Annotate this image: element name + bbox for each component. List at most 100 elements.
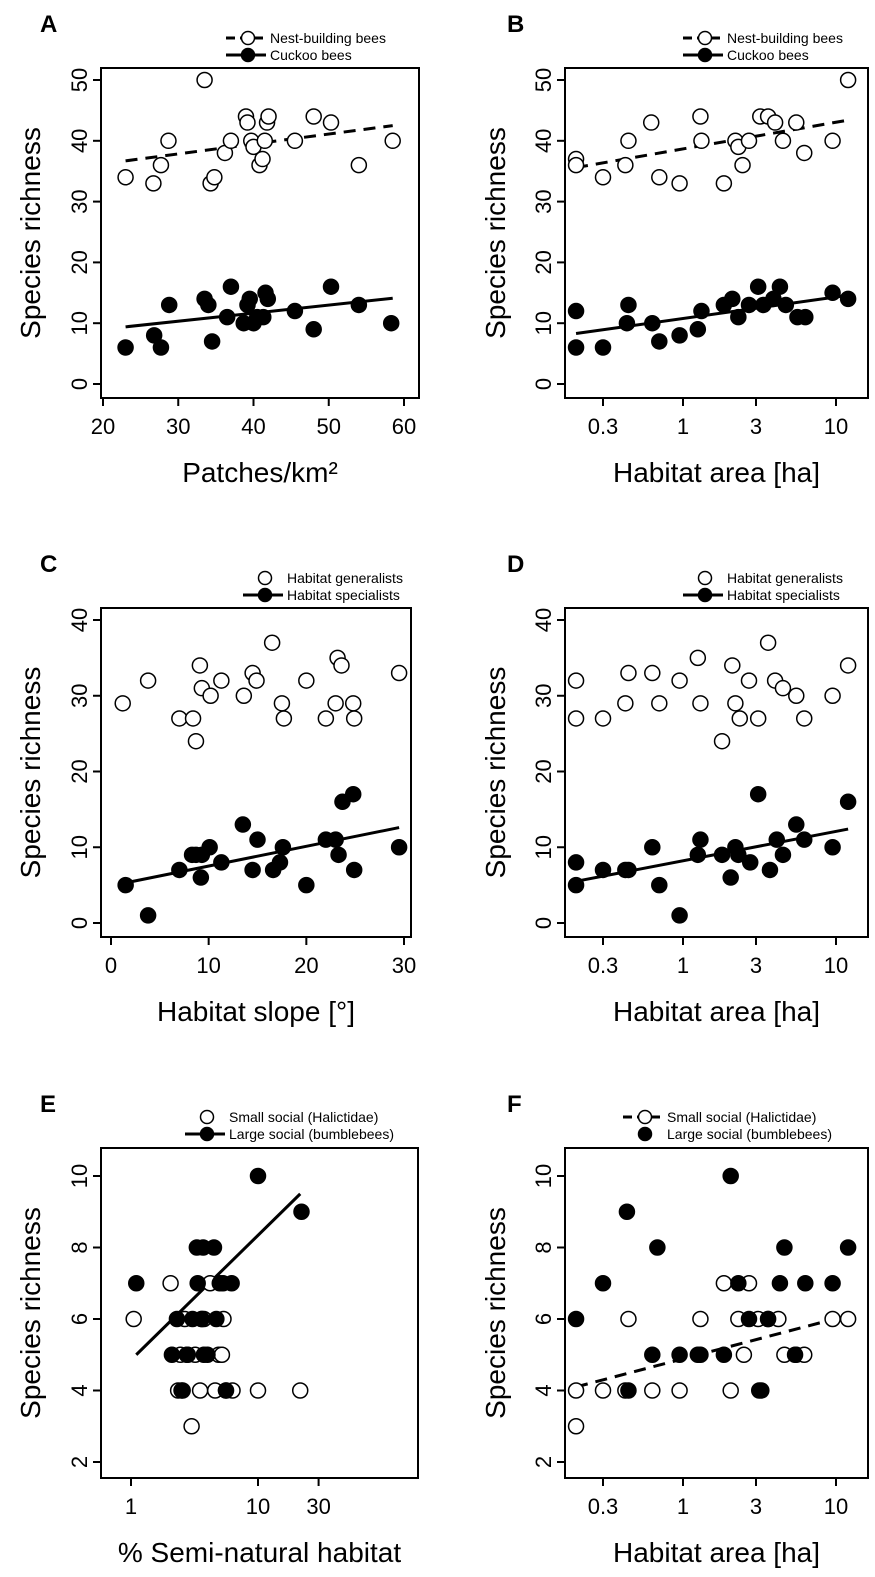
y-tick-label: 4 xyxy=(67,1384,92,1396)
data-point-filled xyxy=(649,1239,666,1256)
data-point-open xyxy=(567,1382,585,1399)
x-axis-title: Patches/km² xyxy=(182,457,338,488)
data-point-filled xyxy=(327,831,344,848)
data-point-open xyxy=(651,695,668,712)
data-point-filled xyxy=(330,846,347,864)
data-point-open xyxy=(651,169,668,186)
y-tick-label: 0 xyxy=(531,378,556,390)
data-point-open xyxy=(774,132,792,150)
plot-frame xyxy=(564,607,869,938)
data-point-filled xyxy=(189,1275,206,1292)
data-point-open xyxy=(671,175,688,192)
data-point-filled xyxy=(213,854,230,871)
data-point-filled xyxy=(217,1382,235,1399)
data-point-filled xyxy=(567,339,585,356)
data-point-filled xyxy=(797,308,814,326)
data-point-filled xyxy=(168,1310,186,1328)
data-point-filled xyxy=(722,869,739,886)
legend-marker xyxy=(637,1109,653,1125)
y-tick-label: 10 xyxy=(531,1164,556,1188)
legend-label: Cuckoo bees xyxy=(727,47,809,63)
data-point-filled xyxy=(594,861,612,879)
data-point-filled xyxy=(199,1346,216,1363)
x-tick-label: 1 xyxy=(677,1494,689,1519)
x-tick-label: 30 xyxy=(166,414,190,439)
legend-label: Habitat generalists xyxy=(287,570,403,586)
y-tick-label: 40 xyxy=(67,129,92,153)
data-point-filled xyxy=(824,1275,841,1292)
data-point-filled xyxy=(234,816,252,833)
data-point-filled xyxy=(774,846,792,864)
data-point-filled xyxy=(724,290,741,308)
data-point-filled xyxy=(795,831,813,848)
data-point-filled xyxy=(671,327,688,344)
data-point-open xyxy=(824,687,841,704)
data-point-filled xyxy=(160,296,178,314)
data-point-open xyxy=(273,695,291,712)
data-point-filled xyxy=(693,302,710,320)
x-axis-title: Habitat area [ha] xyxy=(613,996,820,1027)
data-point-open xyxy=(759,634,777,651)
data-point-open xyxy=(171,710,188,727)
data-point-open xyxy=(671,672,688,689)
data-point-open xyxy=(715,1275,733,1292)
data-point-filled xyxy=(776,1239,793,1256)
data-point-filled xyxy=(128,1275,145,1292)
data-point-open xyxy=(202,687,219,704)
x-tick-label: 20 xyxy=(294,953,318,978)
y-tick-label: 20 xyxy=(67,759,92,783)
plot-frame xyxy=(564,1147,869,1479)
x-axis-title: % Semi-natural habitat xyxy=(118,1537,401,1568)
y-tick-label: 40 xyxy=(531,129,556,153)
legend-marker xyxy=(199,1109,215,1125)
data-point-open xyxy=(213,672,230,689)
legend-marker xyxy=(257,570,273,586)
legend-label: Nest-building bees xyxy=(727,30,843,46)
data-point-open xyxy=(824,1310,841,1328)
y-axis-title: Species richness xyxy=(15,127,46,339)
data-point-filled xyxy=(173,1382,190,1399)
data-point-filled xyxy=(740,296,758,314)
x-tick-label: 3 xyxy=(750,1494,762,1519)
legend-label: Habitat specialists xyxy=(287,587,400,603)
legend-marker xyxy=(697,570,713,586)
x-tick-label: 30 xyxy=(306,1494,330,1519)
data-point-open xyxy=(839,71,857,89)
panel-letter: B xyxy=(507,11,524,38)
data-point-open xyxy=(735,1346,753,1363)
data-point-open xyxy=(256,132,274,150)
panel-c: C 0 10 20 30 40 0 10 20 30 Habitat slope [°] Specie… xyxy=(15,551,416,1027)
data-point-filled xyxy=(179,1346,197,1363)
data-point-open xyxy=(191,1382,209,1399)
data-point-open xyxy=(305,108,322,125)
legend-label: Cuckoo bees xyxy=(270,47,352,63)
y-tick-label: 10 xyxy=(67,835,92,859)
data-point-filled xyxy=(205,1239,223,1256)
data-point-filled xyxy=(620,861,637,879)
data-point-filled xyxy=(286,302,304,320)
data-point-open xyxy=(160,132,177,150)
x-tick-label: 10 xyxy=(196,953,220,978)
x-axis-title: Habitat area [ha] xyxy=(613,1537,820,1568)
data-point-filled xyxy=(786,1346,804,1363)
data-point-open xyxy=(333,657,350,674)
data-point-open xyxy=(824,132,841,150)
data-point-filled xyxy=(567,876,585,894)
plot-frame xyxy=(564,67,869,399)
data-point-open xyxy=(692,108,709,125)
data-point-open xyxy=(152,156,170,174)
data-point-filled xyxy=(759,1310,777,1328)
y-axis-title: Species richness xyxy=(480,1207,511,1419)
data-point-filled xyxy=(117,876,134,894)
data-point-filled xyxy=(382,314,400,332)
y-tick-label: 4 xyxy=(531,1384,556,1396)
data-point-filled xyxy=(618,1203,636,1220)
x-tick-label: 3 xyxy=(750,414,762,439)
x-tick-label: 40 xyxy=(241,414,265,439)
y-tick-label: 10 xyxy=(67,311,92,335)
data-point-open xyxy=(291,1382,309,1399)
data-point-filled xyxy=(644,314,661,332)
data-point-filled xyxy=(274,839,292,856)
data-point-open xyxy=(689,649,707,667)
data-point-open xyxy=(692,695,709,712)
